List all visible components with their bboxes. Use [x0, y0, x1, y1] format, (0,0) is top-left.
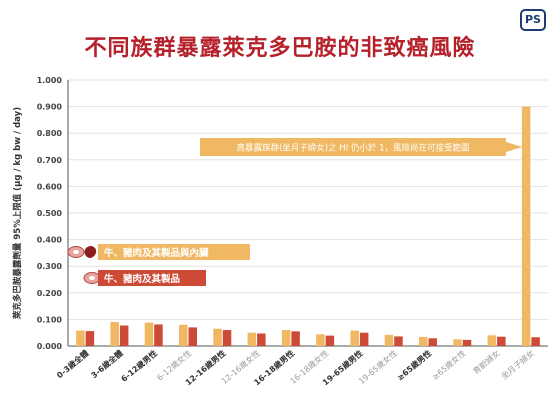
y-tick-label: 0.500 — [37, 209, 63, 218]
annotation-box — [200, 138, 506, 156]
y-tick-label: 0.300 — [37, 262, 63, 271]
ps-logo-icon: PS — [520, 9, 546, 31]
y-tick-label: 0.800 — [37, 129, 63, 138]
bar-offal — [110, 322, 119, 346]
y-tick-label: 0.400 — [37, 236, 63, 245]
bar-offal — [179, 324, 188, 346]
bar-meat — [257, 333, 266, 346]
x-tick-label: 育齡婦女 — [471, 348, 502, 376]
bar-offal — [316, 334, 325, 346]
bar-meat — [428, 338, 437, 346]
x-tick-label: ≥65歲男性 — [395, 348, 433, 383]
chart-title: 不同族群暴露萊克多巴胺的非致癌風險 — [84, 36, 476, 61]
y-tick-label: 0.000 — [37, 342, 63, 351]
y-tick-label: 0.900 — [37, 103, 63, 112]
bar-meat — [462, 339, 472, 346]
y-tick-label: 0.100 — [37, 315, 63, 324]
annotation-pointer — [506, 142, 523, 152]
bar-offal — [384, 334, 394, 346]
bar-meat — [188, 327, 197, 346]
bar-offal — [213, 328, 222, 346]
bar-offal — [487, 335, 497, 346]
bar-offal — [453, 339, 462, 346]
x-tick-label: 0-3歲全體 — [55, 348, 91, 380]
bar-meat — [394, 336, 403, 346]
bar-meat — [85, 331, 95, 346]
y-tick-label: 1.000 — [37, 76, 63, 85]
y-axis-label: 萊克多巴胺暴露劑量 95%上限值 (μg / kg bw / day) — [12, 107, 23, 320]
legend-label-meat: 牛、豬肉及其製品 — [104, 273, 180, 285]
bar-offal — [521, 106, 531, 346]
bar-offal — [144, 322, 154, 346]
bar-meat — [119, 325, 129, 346]
annotation-text: 高暴露族群(坐月子婦女)之 HI 仍小於 1，風險尚在可接受範圍 — [236, 143, 469, 154]
bar-meat — [531, 337, 540, 346]
bar-offal — [247, 332, 257, 346]
bar-meat — [325, 335, 335, 346]
x-tick-label: ≥65歲女性 — [430, 348, 468, 382]
bar-offal — [76, 330, 85, 346]
y-tick-label: 0.700 — [37, 156, 63, 165]
legend-label-offal: 牛、豬肉及其製品與內臟 — [104, 247, 209, 259]
legend-box-meat — [98, 270, 206, 286]
x-tick-label: 6-12歲男性 — [119, 348, 159, 384]
meat-fat-icon — [73, 250, 79, 254]
bar-meat — [222, 330, 232, 346]
meat-fat-icon — [89, 276, 95, 280]
liver-icon — [84, 246, 97, 258]
bar-offal — [350, 330, 359, 346]
x-tick-label: 3-6歲全體 — [89, 348, 125, 380]
x-tick-label: 坐月子婦女 — [499, 348, 536, 381]
y-tick-label: 0.200 — [37, 289, 63, 298]
bar-meat — [291, 331, 300, 346]
legend-box-offal — [98, 244, 250, 260]
bar-meat — [359, 332, 369, 346]
bar-meat — [497, 336, 506, 346]
bar-offal — [281, 330, 291, 346]
bar-offal — [419, 336, 428, 346]
y-tick-label: 0.600 — [37, 182, 63, 191]
bar-meat — [154, 324, 163, 346]
